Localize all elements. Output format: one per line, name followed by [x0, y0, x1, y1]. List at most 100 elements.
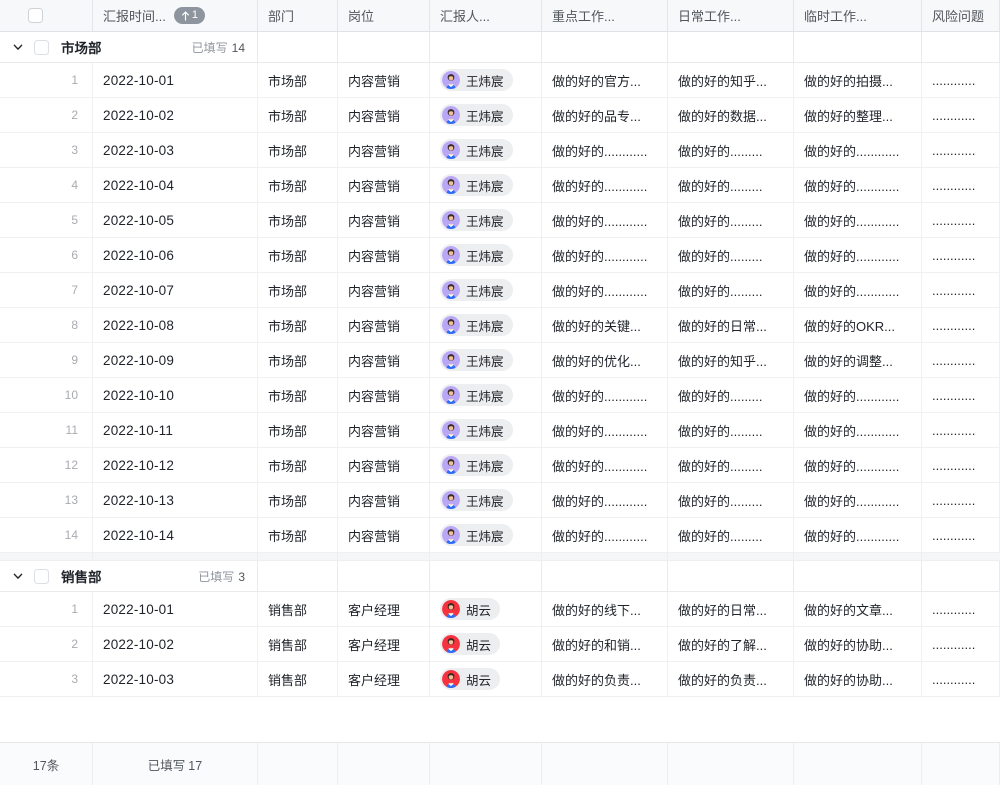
- group-row-cell-temp-work[interactable]: [794, 32, 922, 62]
- row-cell-date[interactable]: 2022-10-04: [93, 168, 258, 202]
- select-all-checkbox[interactable]: [28, 8, 43, 23]
- row-cell-risk[interactable]: ............: [922, 378, 1000, 412]
- row-cell-temp-work[interactable]: 做的好的............: [794, 133, 922, 167]
- row-cell-dept[interactable]: 市场部: [258, 483, 338, 517]
- row-cell-user[interactable]: 王炜宸: [430, 448, 542, 482]
- row-cell-daily-work[interactable]: 做的好的.........: [668, 483, 794, 517]
- user-chip[interactable]: 王炜宸: [440, 349, 513, 371]
- row-cell-date[interactable]: 2022-10-02: [93, 627, 258, 661]
- table-row[interactable]: 6 2022-10-06 市场部 内容营销 王炜宸 做的好的............ 做的好…: [0, 238, 1000, 273]
- row-cell-user[interactable]: 王炜宸: [430, 378, 542, 412]
- row-cell-user[interactable]: 王炜宸: [430, 343, 542, 377]
- row-cell-user[interactable]: 胡云: [430, 592, 542, 626]
- row-cell-key-work[interactable]: 做的好的............: [542, 483, 668, 517]
- row-cell-date[interactable]: 2022-10-07: [93, 273, 258, 307]
- row-cell-temp-work[interactable]: 做的好的............: [794, 273, 922, 307]
- row-cell-user[interactable]: 王炜宸: [430, 203, 542, 237]
- chevron-down-icon[interactable]: [10, 39, 26, 55]
- row-cell-key-work[interactable]: 做的好的优化...: [542, 343, 668, 377]
- row-cell-dept[interactable]: 销售部: [258, 662, 338, 696]
- row-cell-key-work[interactable]: 做的好的............: [542, 413, 668, 447]
- table-row[interactable]: 4 2022-10-04 市场部 内容营销 王炜宸 做的好的............ 做的好…: [0, 168, 1000, 203]
- row-cell-risk[interactable]: ............: [922, 518, 1000, 552]
- row-cell-temp-work[interactable]: 做的好的整理...: [794, 98, 922, 132]
- row-cell-user[interactable]: 胡云: [430, 627, 542, 661]
- row-cell-risk[interactable]: ............: [922, 662, 1000, 696]
- user-chip[interactable]: 胡云: [440, 668, 501, 690]
- group-select-checkbox[interactable]: [34, 39, 49, 55]
- row-cell-daily-work[interactable]: 做的好的.........: [668, 133, 794, 167]
- header-cell-date[interactable]: 汇报时间... 1: [93, 0, 258, 31]
- group-row-cell-role[interactable]: [338, 561, 430, 591]
- group-row-cell-daily-work[interactable]: [668, 32, 794, 62]
- row-cell-risk[interactable]: ............: [922, 98, 1000, 132]
- group-header-left[interactable]: 销售部 已填写 3: [0, 561, 258, 591]
- row-cell-role[interactable]: 内容营销: [338, 448, 430, 482]
- header-cell-user[interactable]: 汇报人...: [430, 0, 542, 31]
- row-cell-dept[interactable]: 市场部: [258, 203, 338, 237]
- row-cell-risk[interactable]: ............: [922, 343, 1000, 377]
- row-cell-risk[interactable]: ............: [922, 627, 1000, 661]
- header-cell-daily-work[interactable]: 日常工作...: [668, 0, 794, 31]
- row-cell-temp-work[interactable]: 做的好的............: [794, 203, 922, 237]
- row-cell-temp-work[interactable]: 做的好的............: [794, 378, 922, 412]
- row-cell-user[interactable]: 王炜宸: [430, 308, 542, 342]
- row-cell-date[interactable]: 2022-10-11: [93, 413, 258, 447]
- row-cell-risk[interactable]: ............: [922, 238, 1000, 272]
- row-cell-dept[interactable]: 市场部: [258, 378, 338, 412]
- row-cell-user[interactable]: 王炜宸: [430, 273, 542, 307]
- group-row-cell-user[interactable]: [430, 561, 542, 591]
- user-chip[interactable]: 王炜宸: [440, 524, 513, 546]
- user-chip[interactable]: 王炜宸: [440, 69, 513, 91]
- row-cell-user[interactable]: 王炜宸: [430, 413, 542, 447]
- group-select-checkbox[interactable]: [34, 568, 49, 584]
- row-cell-temp-work[interactable]: 做的好的............: [794, 238, 922, 272]
- user-chip[interactable]: 王炜宸: [440, 244, 513, 266]
- row-cell-dept[interactable]: 市场部: [258, 98, 338, 132]
- row-cell-user[interactable]: 胡云: [430, 662, 542, 696]
- footer-cell-temp-work[interactable]: [794, 743, 922, 785]
- user-chip[interactable]: 王炜宸: [440, 454, 513, 476]
- header-cell-key-work[interactable]: 重点工作...: [542, 0, 668, 31]
- row-cell-date[interactable]: 2022-10-10: [93, 378, 258, 412]
- row-cell-temp-work[interactable]: 做的好的............: [794, 483, 922, 517]
- footer-cell-user[interactable]: [430, 743, 542, 785]
- row-cell-temp-work[interactable]: 做的好的OKR...: [794, 308, 922, 342]
- sort-order-badge[interactable]: 1: [173, 7, 205, 24]
- table-row[interactable]: 1 2022-10-01 销售部 客户经理 胡云 做的好的线下... 做的好的日常... 做的…: [0, 592, 1000, 627]
- row-cell-user[interactable]: 王炜宸: [430, 238, 542, 272]
- row-cell-key-work[interactable]: 做的好的............: [542, 203, 668, 237]
- row-cell-role[interactable]: 内容营销: [338, 63, 430, 97]
- row-cell-role[interactable]: 内容营销: [338, 483, 430, 517]
- table-row[interactable]: 7 2022-10-07 市场部 内容营销 王炜宸 做的好的............ 做的好…: [0, 273, 1000, 308]
- row-cell-daily-work[interactable]: 做的好的.........: [668, 378, 794, 412]
- table-row[interactable]: 3 2022-10-03 市场部 内容营销 王炜宸 做的好的............ 做的好…: [0, 133, 1000, 168]
- table-row[interactable]: 9 2022-10-09 市场部 内容营销 王炜宸 做的好的优化... 做的好的知乎... 做…: [0, 343, 1000, 378]
- row-cell-risk[interactable]: ............: [922, 63, 1000, 97]
- row-cell-daily-work[interactable]: 做的好的.........: [668, 413, 794, 447]
- table-row[interactable]: 12 2022-10-12 市场部 内容营销 王炜宸 做的好的............ 做的…: [0, 448, 1000, 483]
- footer-cell-dept[interactable]: [258, 743, 338, 785]
- row-cell-role[interactable]: 客户经理: [338, 662, 430, 696]
- row-cell-risk[interactable]: ............: [922, 483, 1000, 517]
- row-cell-daily-work[interactable]: 做的好的知乎...: [668, 63, 794, 97]
- row-cell-temp-work[interactable]: 做的好的............: [794, 413, 922, 447]
- user-chip[interactable]: 胡云: [440, 633, 501, 655]
- row-cell-role[interactable]: 客户经理: [338, 627, 430, 661]
- row-cell-dept[interactable]: 市场部: [258, 343, 338, 377]
- row-cell-dept[interactable]: 市场部: [258, 308, 338, 342]
- row-cell-role[interactable]: 内容营销: [338, 343, 430, 377]
- row-cell-date[interactable]: 2022-10-08: [93, 308, 258, 342]
- row-cell-date[interactable]: 2022-10-01: [93, 63, 258, 97]
- table-row[interactable]: 13 2022-10-13 市场部 内容营销 王炜宸 做的好的............ 做的…: [0, 483, 1000, 518]
- table-row[interactable]: 2 2022-10-02 销售部 客户经理 胡云 做的好的和销... 做的好的了解... 做的…: [0, 627, 1000, 662]
- row-cell-temp-work[interactable]: 做的好的............: [794, 518, 922, 552]
- row-cell-temp-work[interactable]: 做的好的文章...: [794, 592, 922, 626]
- group-row-cell-dept[interactable]: [258, 32, 338, 62]
- user-chip[interactable]: 王炜宸: [440, 419, 513, 441]
- row-cell-role[interactable]: 内容营销: [338, 203, 430, 237]
- row-cell-user[interactable]: 王炜宸: [430, 168, 542, 202]
- row-cell-daily-work[interactable]: 做的好的日常...: [668, 308, 794, 342]
- header-cell-temp-work[interactable]: 临时工作...: [794, 0, 922, 31]
- footer-cell-filled[interactable]: 已填写 17: [93, 743, 258, 785]
